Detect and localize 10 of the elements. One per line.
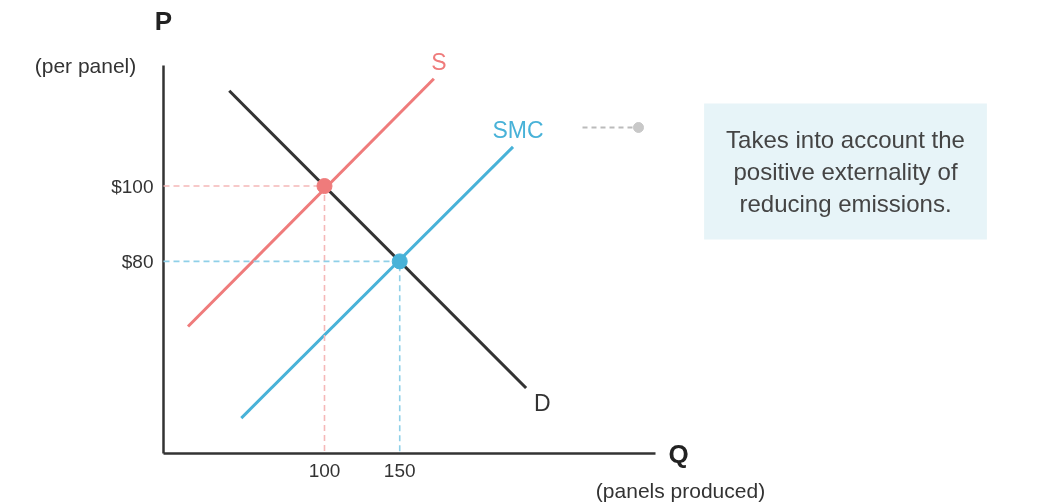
- x-tick-label: 100: [308, 459, 341, 481]
- series-label: SMC: [492, 116, 544, 143]
- y-axis-title: P (per panel): [34, 5, 173, 77]
- text: Takes into account the positive externality of reducing emissions.: [726, 125, 965, 218]
- y-tick-label: $100: [111, 175, 154, 197]
- x-tick-label: 150: [383, 459, 416, 481]
- series-label: D: [534, 389, 551, 416]
- x-axis-title: Q (panels produced): [595, 438, 766, 502]
- series-label: S: [431, 48, 447, 75]
- y-tick-label: $80: [121, 250, 154, 272]
